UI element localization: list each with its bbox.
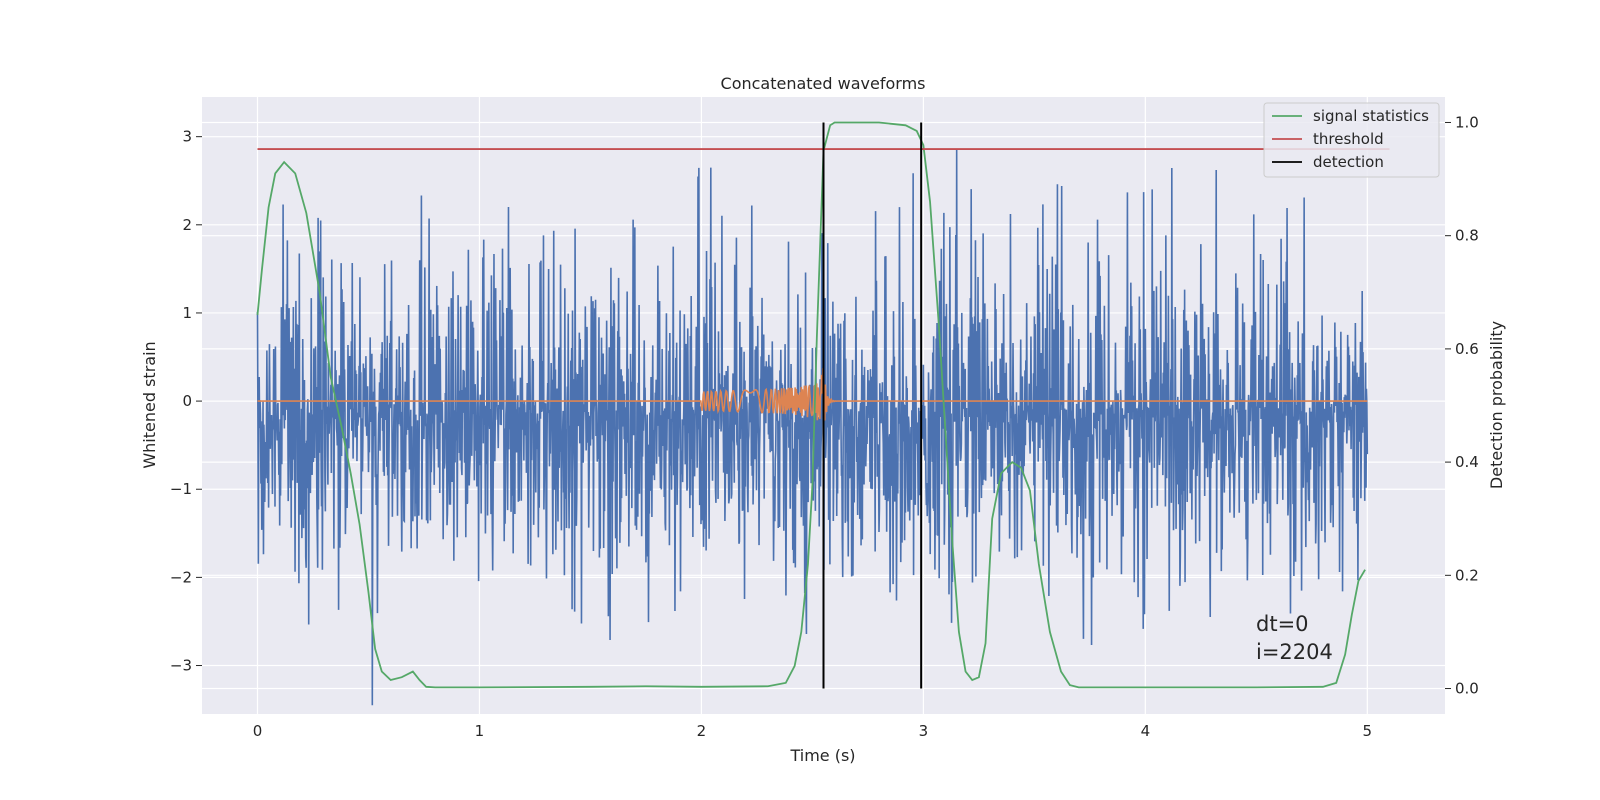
signal-statistics-series [256,121,1366,689]
strain-line [256,148,1369,706]
y-right-tick-label: 0.4 [1455,453,1479,471]
y-right-tick-label: 0.8 [1455,227,1479,245]
x-tick-label: 2 [697,722,707,740]
legend-label-detection: detection [1313,153,1384,171]
y-right-tick-label: 0.2 [1455,566,1479,584]
template-series [257,368,1368,421]
y-left-tick-label: 0 [182,392,192,410]
y-right-tick-label: 0.6 [1455,340,1479,358]
template-line [257,368,1368,421]
y-right-tick-label: 1.0 [1455,113,1479,131]
signal-statistics-line [256,121,1366,689]
legend-label-threshold: threshold [1313,130,1384,148]
y-axis-label-right: Detection probability [1487,321,1506,489]
y-left-tick-label: −2 [170,568,192,586]
x-tick-label: 4 [1141,722,1151,740]
x-tick-label: 1 [475,722,485,740]
axis-ticks: 0 1 2 3 4 5 −3 −2 −1 0 1 2 3 0.0 0.2 0.4 0.6 0.8 1.0 [170,113,1479,740]
y-left-tick-label: 3 [182,128,192,146]
x-tick-label: 5 [1363,722,1373,740]
legend-box [1263,102,1440,178]
annotation-dt: dt=0 [1256,612,1309,636]
legend-label-signal-statistics: signal statistics [1313,107,1429,125]
y-left-tick-label: 2 [182,216,192,234]
detection-markers [822,122,923,689]
y-left-tick-label: 1 [182,304,192,322]
legend: signal statistics threshold detection [1263,102,1440,178]
x-tick-label: 0 [253,722,263,740]
y-right-tick-label: 0.0 [1455,680,1479,698]
annotation-index: i=2204 [1256,640,1333,664]
y-left-tick-label: −1 [170,480,192,498]
y-axis-label-left: Whitened strain [140,341,159,468]
x-tick-label: 3 [919,722,929,740]
chart-title: Concatenated waveforms [721,74,926,93]
y-left-tick-label: −3 [170,657,192,675]
x-axis-label: Time (s) [789,746,855,765]
strain-series [256,148,1369,706]
